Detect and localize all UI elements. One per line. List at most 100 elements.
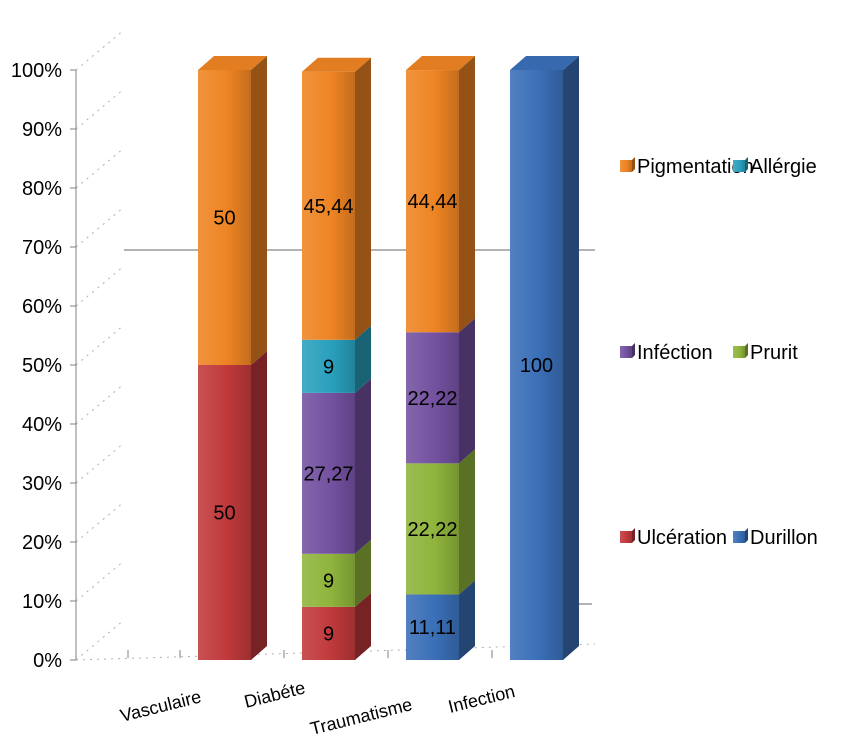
bar-segment (302, 539, 371, 607)
bar-segment (302, 378, 371, 554)
wall-grid-line (75, 29, 125, 71)
bar-segment-side (355, 539, 371, 607)
legend-label: Allérgie (750, 156, 817, 178)
bar-segment-front (302, 71, 355, 340)
bar-segment (302, 592, 371, 660)
y-tick-label: 10% (22, 591, 62, 613)
y-tick-label: 20% (22, 532, 62, 554)
legend-item: Pigmentation (620, 156, 754, 178)
bar-segment (406, 56, 475, 333)
data-label: 27,27 (303, 463, 353, 485)
data-label: 50 (213, 503, 235, 525)
data-label: 22,22 (407, 519, 457, 541)
data-label: 11,11 (409, 617, 456, 639)
bar-segment-side (459, 449, 475, 595)
y-tick-label: 0% (33, 650, 62, 672)
bar-segment-front (302, 553, 355, 607)
bar-segment-top (198, 56, 267, 70)
wall-grid-line (75, 383, 125, 425)
wall-grid-line (75, 265, 125, 307)
bar-segment (198, 351, 267, 660)
y-tick-label: 70% (22, 237, 62, 259)
legend-item: Durillon (733, 527, 818, 549)
legend-item: Inféction (620, 342, 713, 364)
y-tick-label: 50% (22, 355, 62, 377)
data-label: 9 (323, 623, 334, 645)
bar-segment-front (406, 594, 459, 660)
bar-segment (406, 449, 475, 595)
wall-grid-line (75, 88, 125, 130)
x-category-label: Diabéte (242, 677, 307, 711)
y-tick-label: 40% (22, 414, 62, 436)
data-label: 100 (520, 355, 553, 377)
bar-segment-side (355, 378, 371, 554)
bar-segment-front (198, 70, 251, 365)
wall-grid-line (75, 324, 125, 366)
bar-segment (302, 57, 371, 340)
wall-grid-line (75, 619, 125, 661)
wall-grid-line (75, 442, 125, 484)
bar-segment-front (302, 606, 355, 660)
legend-item: Allérgie (733, 156, 817, 178)
legend-label: Pigmentation (637, 156, 754, 178)
bar-segment-side (355, 325, 371, 393)
legend-swatch (620, 346, 632, 358)
data-labels-layer: 50 50 9 9 27,27 9 45,44 11,11 22,22 22,22 44,44 100 (213, 191, 553, 645)
bar-segment-top (406, 56, 475, 71)
legend-swatch-side (745, 528, 748, 543)
bar-segment-side (355, 592, 371, 660)
bar-segment-side (459, 56, 475, 333)
legend-item: Ulcération (620, 527, 727, 549)
bar-segment-side (355, 57, 371, 340)
bar-segment (198, 56, 267, 365)
wall-grid-line (75, 147, 125, 189)
y-tick-label: 30% (22, 473, 62, 495)
bar-segment-side (459, 318, 475, 464)
legend-label: Durillon (750, 527, 818, 549)
bar-segment-side (459, 580, 475, 660)
legend-swatch (733, 346, 745, 358)
legend-swatch (733, 531, 745, 543)
bars-layer (198, 56, 579, 660)
x-category-label: Infection (446, 681, 517, 717)
legend-swatch-side (745, 157, 748, 172)
bar-segment (302, 325, 371, 393)
bar-segment-front (406, 463, 459, 595)
bar-segment-side (251, 351, 267, 660)
data-label: 45,44 (303, 196, 353, 218)
legend-swatch-side (632, 343, 635, 358)
legend-item: Prurit (733, 342, 798, 364)
bar-segment-front (198, 365, 251, 660)
data-label: 50 (213, 208, 235, 230)
bar-segment-front (302, 339, 355, 393)
legend-swatch-side (632, 157, 635, 172)
y-tick-label: 60% (22, 296, 62, 318)
x-category-label: Vasculaire (118, 686, 203, 725)
y-tick-label: 80% (22, 178, 62, 200)
legend-swatch (733, 160, 745, 172)
legend-swatch-side (745, 343, 748, 358)
data-label: 9 (323, 356, 334, 378)
bar-segment-top (302, 57, 371, 72)
bar-segment-front (302, 392, 355, 554)
bar-segment-top (510, 56, 579, 70)
data-label: 44,44 (407, 191, 457, 213)
bar-segment (510, 56, 579, 660)
bar-segment-front (510, 70, 563, 660)
legend-swatch (620, 160, 632, 172)
wall-grid-line (75, 501, 125, 543)
wall-grid-line (75, 206, 125, 248)
y-tick-label: 90% (22, 119, 62, 141)
bar-segment (406, 318, 475, 464)
legend-label: Ulcération (637, 527, 727, 549)
legend-swatch (620, 531, 632, 543)
wall-grid-line (75, 560, 125, 602)
legend-label: Prurit (750, 342, 798, 364)
legend-label: Inféction (637, 342, 713, 364)
bar-segment-side (251, 56, 267, 365)
x-category-label: Traumatisme (308, 694, 414, 739)
bar-segment (406, 580, 475, 660)
bar-segment-side (563, 56, 579, 660)
